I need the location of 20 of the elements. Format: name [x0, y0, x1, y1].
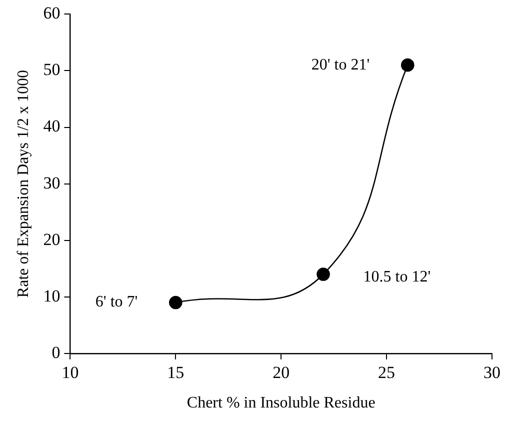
annotation: 6' to 7' [95, 294, 138, 311]
y-tick-label: 30 [43, 173, 60, 192]
y-axis-title: Rate of Expansion Days 1/2 x 1000 [14, 70, 32, 298]
x-tick-label: 15 [167, 363, 184, 382]
point [400, 58, 414, 72]
y-tick-label: 0 [52, 342, 60, 362]
x-axis-title: Chert % in Insoluble Residue [186, 394, 376, 412]
x-tick-label: 20 [272, 363, 290, 382]
y-tick-label: 40 [43, 116, 60, 136]
x-tick-label: 30 [484, 363, 500, 382]
y-tick-label: 10 [43, 286, 60, 306]
point [316, 268, 330, 281]
y-tick-label: 50 [43, 60, 60, 80]
x-tick-label: 10 [62, 363, 79, 382]
y-tick-label: 20 [43, 230, 60, 249]
annotation: 20' to 21' [311, 56, 370, 74]
x-tick-label: 25 [378, 363, 396, 382]
annotation: 10.5 to 12' [363, 268, 431, 286]
point [169, 296, 182, 310]
y-tick-label: 60 [43, 4, 60, 23]
